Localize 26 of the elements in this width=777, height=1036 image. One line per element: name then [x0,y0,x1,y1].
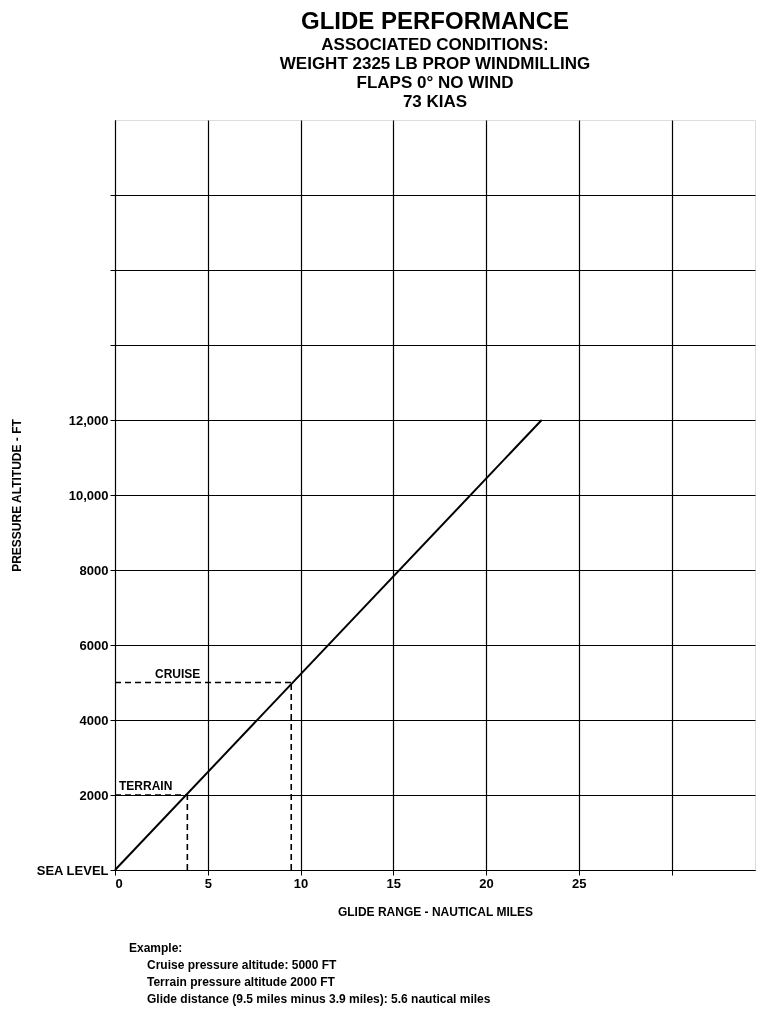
x-axis-title: GLIDE RANGE - NAUTICAL MILES [337,904,534,919]
y-axis-title: PRESSURE ALTITUDE - FT [10,418,25,572]
text: Terrain pressure altitude 2000 FT [147,975,336,989]
text: Example: [129,941,183,955]
x-tick-label: 25 [572,875,587,891]
text: 73 KIAS [402,92,468,111]
y-tick-label: 2000 [79,787,109,803]
x-tick-label: 0 [115,875,123,891]
y-tick-label: 4000 [79,712,109,728]
text: FLAPS 0° NO WIND [356,73,514,92]
x-tick-label: 10 [293,875,309,891]
ref-line-label: TERRAIN [119,779,173,793]
y-tick-label: 12,000 [68,412,109,428]
chart-title: GLIDE PERFORMANCE [300,7,570,34]
text: Cruise pressure altitude: 5000 FT [147,958,338,972]
y-tick-label: 6000 [79,637,109,653]
text: Glide distance (9.5 miles minus 3.9 miles): 5.6 nautical miles [147,992,491,1006]
ref-line-label: CRUISE [155,666,201,681]
y-tick-label: 10,000 [68,487,109,503]
x-tick-label: 5 [204,875,212,891]
x-tick-label: 20 [479,875,494,891]
x-tick-label: 15 [386,875,401,891]
y-tick-label: 8000 [79,562,109,578]
y-tick-label: SEA LEVEL [36,862,109,878]
text: WEIGHT 2325 LB PROP WINDMILLING [279,54,591,73]
text: ASSOCIATED CONDITIONS: [321,35,549,54]
